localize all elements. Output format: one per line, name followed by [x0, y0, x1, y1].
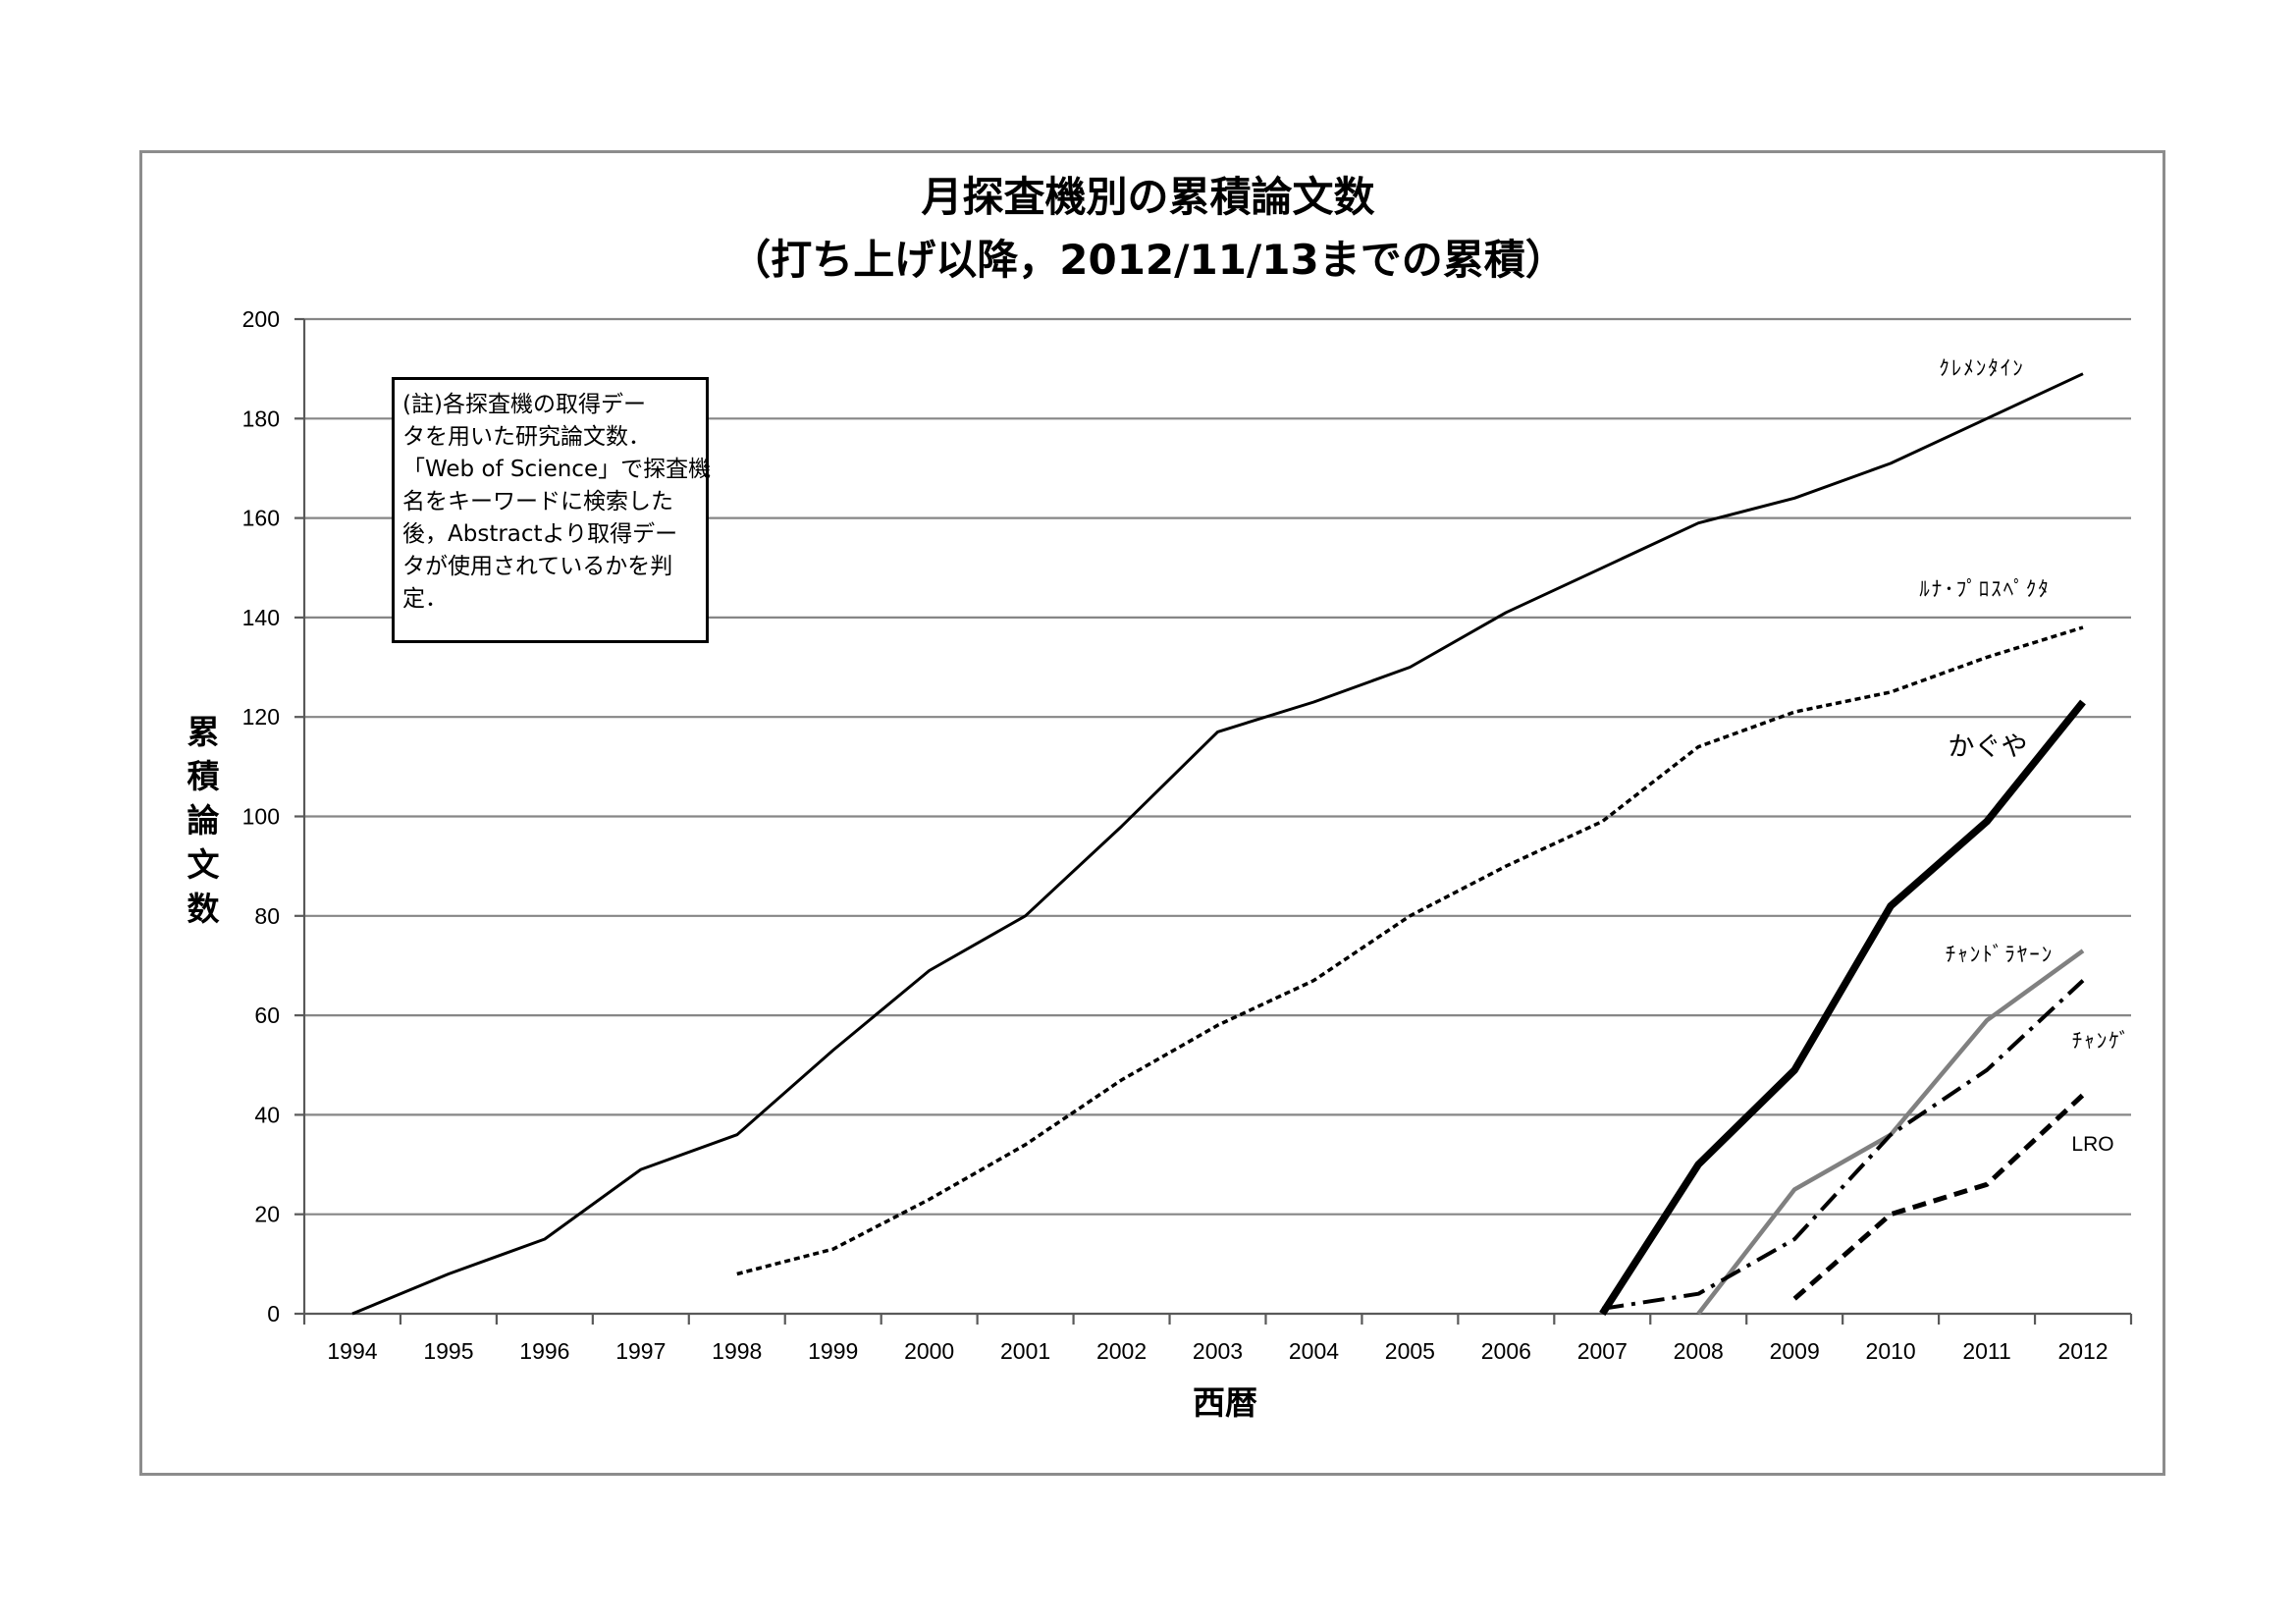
y-tick-label: 140 [242, 605, 280, 630]
series-label-kaguya: かぐや [1948, 731, 2028, 763]
x-tick-label: 2005 [1385, 1338, 1435, 1364]
x-tick-label: 2010 [1866, 1338, 1916, 1364]
x-tick-label: 2012 [2057, 1338, 2108, 1364]
x-tick-label: 2003 [1193, 1338, 1243, 1364]
annotation-line: タが使用されているかを判 [402, 554, 673, 579]
x-tick-label: 2004 [1289, 1338, 1339, 1364]
series-label-clementine: ｸﾚﾒﾝﾀｲﾝ [1939, 356, 2025, 380]
axes [294, 317, 2133, 1325]
series-line-change [1601, 979, 2085, 1311]
x-axis-title: 西暦 [1193, 1383, 1257, 1422]
annotation-line: タを用いた研究論文数． [402, 424, 651, 450]
tick-labels: 0 20 40 60 80 100 120 140 160 180 200 1994 1995 1996 1… [242, 306, 2109, 1364]
y-tick-label: 40 [254, 1102, 280, 1127]
series-line-clementine [351, 372, 2084, 1316]
series-label-change: ﾁｬﾝｹﾞ [2071, 1029, 2132, 1053]
series-kaguya [1599, 699, 2086, 1317]
x-tick-label: 1999 [808, 1338, 858, 1364]
x-tick-label: 2006 [1481, 1338, 1531, 1364]
x-tick-label: 2000 [904, 1338, 954, 1364]
y-tick-label: 100 [242, 804, 280, 830]
series [351, 372, 2086, 1317]
series-lunar-prospector [736, 625, 2084, 1276]
x-tick-label: 1995 [423, 1338, 473, 1364]
annotation-line: 定． [402, 586, 448, 612]
series-clementine [351, 372, 2084, 1316]
x-tick-label: 2007 [1577, 1338, 1628, 1364]
annotation-line: 名をキーワードに検索した [402, 489, 673, 514]
series-line-lunar-prospector [736, 625, 2084, 1276]
series-line-chandrayaan [1696, 948, 2085, 1316]
x-tick-label: 2002 [1096, 1338, 1147, 1364]
annotation-line: 「Web of Science」で探査機 [402, 457, 712, 482]
series-label-chandrayaan: ﾁｬﾝﾄﾞﾗﾔｰﾝ [1945, 943, 2055, 966]
series-lro [1792, 1093, 2085, 1301]
chart-subtitle: （打ち上げ以降，2012/11/13までの累積） [729, 236, 1567, 284]
annotation-line: (註)各探査機の取得デー [402, 392, 646, 417]
y-tick-label: 120 [242, 704, 280, 730]
y-tick-label: 200 [242, 306, 280, 332]
chart-title: 月探査機別の累積論文数 [921, 173, 1375, 221]
series-line-lro [1792, 1093, 2085, 1301]
y-tick-label: 0 [267, 1301, 280, 1326]
x-tick-label: 1997 [615, 1338, 666, 1364]
series-chandrayaan [1696, 948, 2085, 1316]
series-label-lro: LRO [2071, 1133, 2114, 1156]
x-tick-label: 2009 [1770, 1338, 1820, 1364]
series-line-kaguya [1599, 699, 2086, 1317]
y-axis-title: 累積論文数 [182, 714, 220, 936]
series-label-lunar-prospector: ﾙﾅ･ﾌﾟﾛｽﾍﾟｸﾀ [1919, 577, 2051, 601]
x-tick-label: 2008 [1674, 1338, 1724, 1364]
y-tick-label: 60 [254, 1002, 280, 1028]
annotation-box: (註)各探査機の取得デー タを用いた研究論文数． 「Web of Science… [392, 377, 712, 643]
series-change [1601, 979, 2085, 1311]
y-tick-label: 160 [242, 506, 280, 531]
y-tick-label: 80 [254, 903, 280, 929]
x-tick-label: 2001 [1000, 1338, 1050, 1364]
x-tick-label: 1994 [327, 1338, 377, 1364]
x-tick-label: 2011 [1962, 1338, 2010, 1364]
y-tick-label: 20 [254, 1202, 280, 1227]
chart-frame [139, 150, 2165, 1476]
x-tick-label: 1998 [712, 1338, 762, 1364]
x-tick-label: 1996 [519, 1338, 569, 1364]
y-tick-label: 180 [242, 406, 280, 431]
annotation-line: 後，Abstractより取得デー [402, 521, 678, 547]
